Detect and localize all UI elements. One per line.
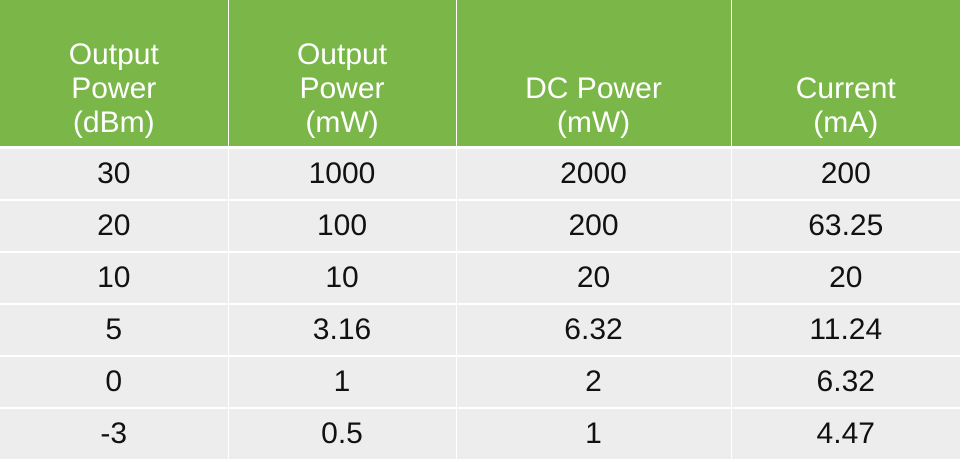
header-line: (dBm) [72, 106, 155, 139]
header-line: DC Power [525, 72, 662, 105]
table-row: 0 1 2 6.32 [0, 356, 960, 409]
header-line: Power [71, 72, 157, 105]
header-line: Output [296, 38, 388, 71]
cell-dc-power-mw: 1 [456, 408, 732, 461]
cell-current-ma: 4.47 [731, 408, 960, 461]
table-row: 20 100 200 63.25 [0, 200, 960, 253]
cell-current-ma: 20 [731, 252, 960, 305]
header-output-power-mw: Output Power (mW) [228, 0, 457, 149]
cell-output-dbm: 20 [0, 200, 229, 253]
header-line: Power [299, 72, 385, 105]
header-output-power-dbm: Output Power (dBm) [0, 0, 229, 149]
cell-output-dbm: 10 [0, 252, 229, 305]
cell-dc-power-mw: 2 [456, 356, 732, 409]
header-dc-power-mw: DC Power (mW) [456, 0, 732, 149]
cell-dc-power-mw: 20 [456, 252, 732, 305]
table-row: 5 3.16 6.32 11.24 [0, 304, 960, 357]
cell-output-dbm: 0 [0, 356, 229, 409]
cell-output-mw: 0.5 [228, 408, 457, 461]
header-line: (mA) [813, 106, 879, 139]
table-body: 30 1000 2000 200 20 100 200 63.25 10 10 … [0, 147, 960, 461]
table-row: 30 1000 2000 200 [0, 147, 960, 201]
cell-current-ma: 200 [731, 147, 960, 201]
cell-dc-power-mw: 6.32 [456, 304, 732, 357]
cell-dc-power-mw: 2000 [456, 147, 732, 201]
cell-output-dbm: 5 [0, 304, 229, 357]
cell-output-dbm: 30 [0, 147, 229, 201]
header-row: Output Power (dBm) Output Power (mW) DC … [0, 0, 960, 149]
table-header: Output Power (dBm) Output Power (mW) DC … [0, 0, 960, 149]
cell-output-mw: 1000 [228, 147, 457, 201]
cell-current-ma: 6.32 [731, 356, 960, 409]
header-line: Current [795, 72, 896, 105]
cell-output-dbm: -3 [0, 408, 229, 461]
header-line: (mW) [305, 106, 379, 139]
cell-output-mw: 1 [228, 356, 457, 409]
table-row: 10 10 20 20 [0, 252, 960, 305]
cell-current-ma: 63.25 [731, 200, 960, 253]
header-current-ma: Current (mA) [731, 0, 960, 149]
cell-output-mw: 10 [228, 252, 457, 305]
table-row: -3 0.5 1 4.47 [0, 408, 960, 461]
cell-output-mw: 100 [228, 200, 457, 253]
cell-output-mw: 3.16 [228, 304, 457, 357]
cell-dc-power-mw: 200 [456, 200, 732, 253]
cell-current-ma: 11.24 [731, 304, 960, 357]
header-line: Output [68, 38, 159, 71]
header-line: (mW) [556, 106, 631, 139]
